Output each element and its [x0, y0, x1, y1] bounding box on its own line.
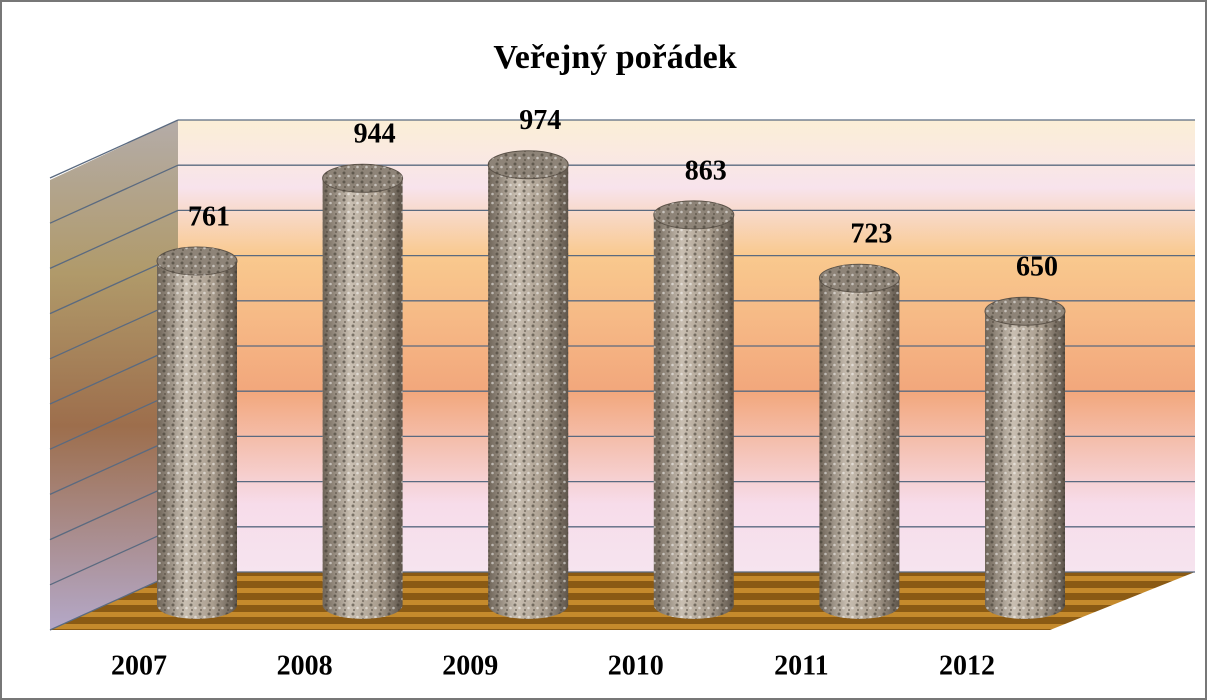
- bar-texture: [322, 178, 403, 619]
- bar-texture: [819, 278, 900, 619]
- bar-texture: [653, 214, 734, 619]
- data-label: 761: [188, 201, 230, 232]
- x-tick-label: 2012: [939, 650, 995, 681]
- bar-texture: [157, 261, 237, 619]
- grid-line: [49, 255, 179, 315]
- grid-line: [49, 300, 179, 360]
- grid-line: [49, 345, 179, 405]
- bar-top-texture: [985, 297, 1065, 326]
- grid-line: [49, 390, 179, 450]
- grid-line: [49, 435, 179, 495]
- x-tick-label: 2010: [608, 650, 664, 681]
- data-label: 863: [685, 155, 727, 186]
- grid-line: [49, 481, 179, 541]
- bar-top-texture: [488, 150, 569, 179]
- chart-title: Veřejný pořádek: [493, 39, 736, 76]
- grid-line: [49, 164, 179, 224]
- data-label: 650: [1016, 252, 1058, 283]
- grid-line: [49, 571, 179, 631]
- x-tick-label: 2008: [277, 650, 333, 681]
- bar-top-texture: [322, 164, 403, 193]
- data-label: 723: [850, 219, 892, 250]
- bar-top-texture: [157, 247, 237, 276]
- data-label: 944: [354, 119, 396, 150]
- grid-line: [49, 526, 179, 586]
- data-label: 974: [519, 105, 561, 136]
- x-tick-label: 2011: [774, 650, 828, 681]
- grid-line: [49, 119, 179, 179]
- bar-texture: [488, 164, 569, 619]
- x-tick-label: 2007: [111, 650, 167, 681]
- bar-top-texture: [653, 200, 734, 229]
- x-tick-label: 2009: [442, 650, 498, 681]
- bar-texture: [985, 311, 1065, 619]
- grid-line: [49, 209, 179, 269]
- bar-top-texture: [819, 264, 900, 293]
